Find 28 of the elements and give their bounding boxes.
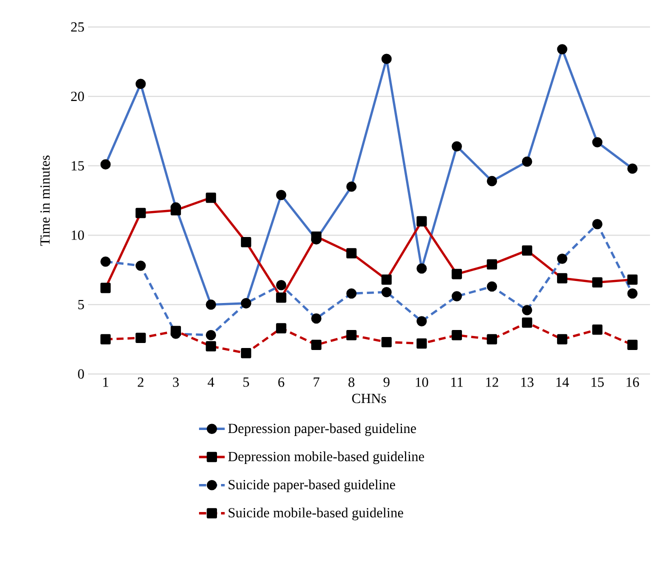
y-tick-label: 15 <box>72 161 84 170</box>
x-tick-label: 8 <box>348 378 354 387</box>
x-tick-label: 13 <box>521 378 534 387</box>
x-tick-label: 2 <box>138 378 144 387</box>
x-axis-title: CHNs <box>352 394 386 404</box>
legend-label: Depression mobile-based guideline <box>228 451 424 464</box>
x-tick-label: 6 <box>278 378 284 387</box>
legend-label: Suicide mobile-based guideline <box>228 508 404 520</box>
x-tick-label: 9 <box>384 378 390 387</box>
x-tick-label: 1 <box>103 378 108 387</box>
x-tick-label: 3 <box>173 378 179 387</box>
y-tick-label: 20 <box>71 92 84 102</box>
x-tick-label: 7 <box>314 378 320 387</box>
y-tick-label: 10 <box>72 230 84 240</box>
y-axis-title: Time in minutes <box>40 156 50 246</box>
x-tick-label: 11 <box>451 378 463 387</box>
legend-label: Depression paper-based guideline <box>228 423 416 436</box>
x-tick-label: 15 <box>592 378 604 387</box>
x-tick-label: 16 <box>626 378 640 387</box>
y-tick-label: 5 <box>78 300 84 310</box>
x-tick-label: 4 <box>208 378 214 387</box>
legend-label: Suicide paper-based guideline <box>228 480 396 492</box>
y-tick-label: 25 <box>71 22 84 32</box>
y-tick-label: 0 <box>78 369 84 379</box>
x-tick-label: 10 <box>416 378 428 387</box>
x-tick-label: 12 <box>486 378 498 387</box>
x-tick-label: 14 <box>556 378 569 387</box>
x-tick-label: 5 <box>243 378 250 387</box>
